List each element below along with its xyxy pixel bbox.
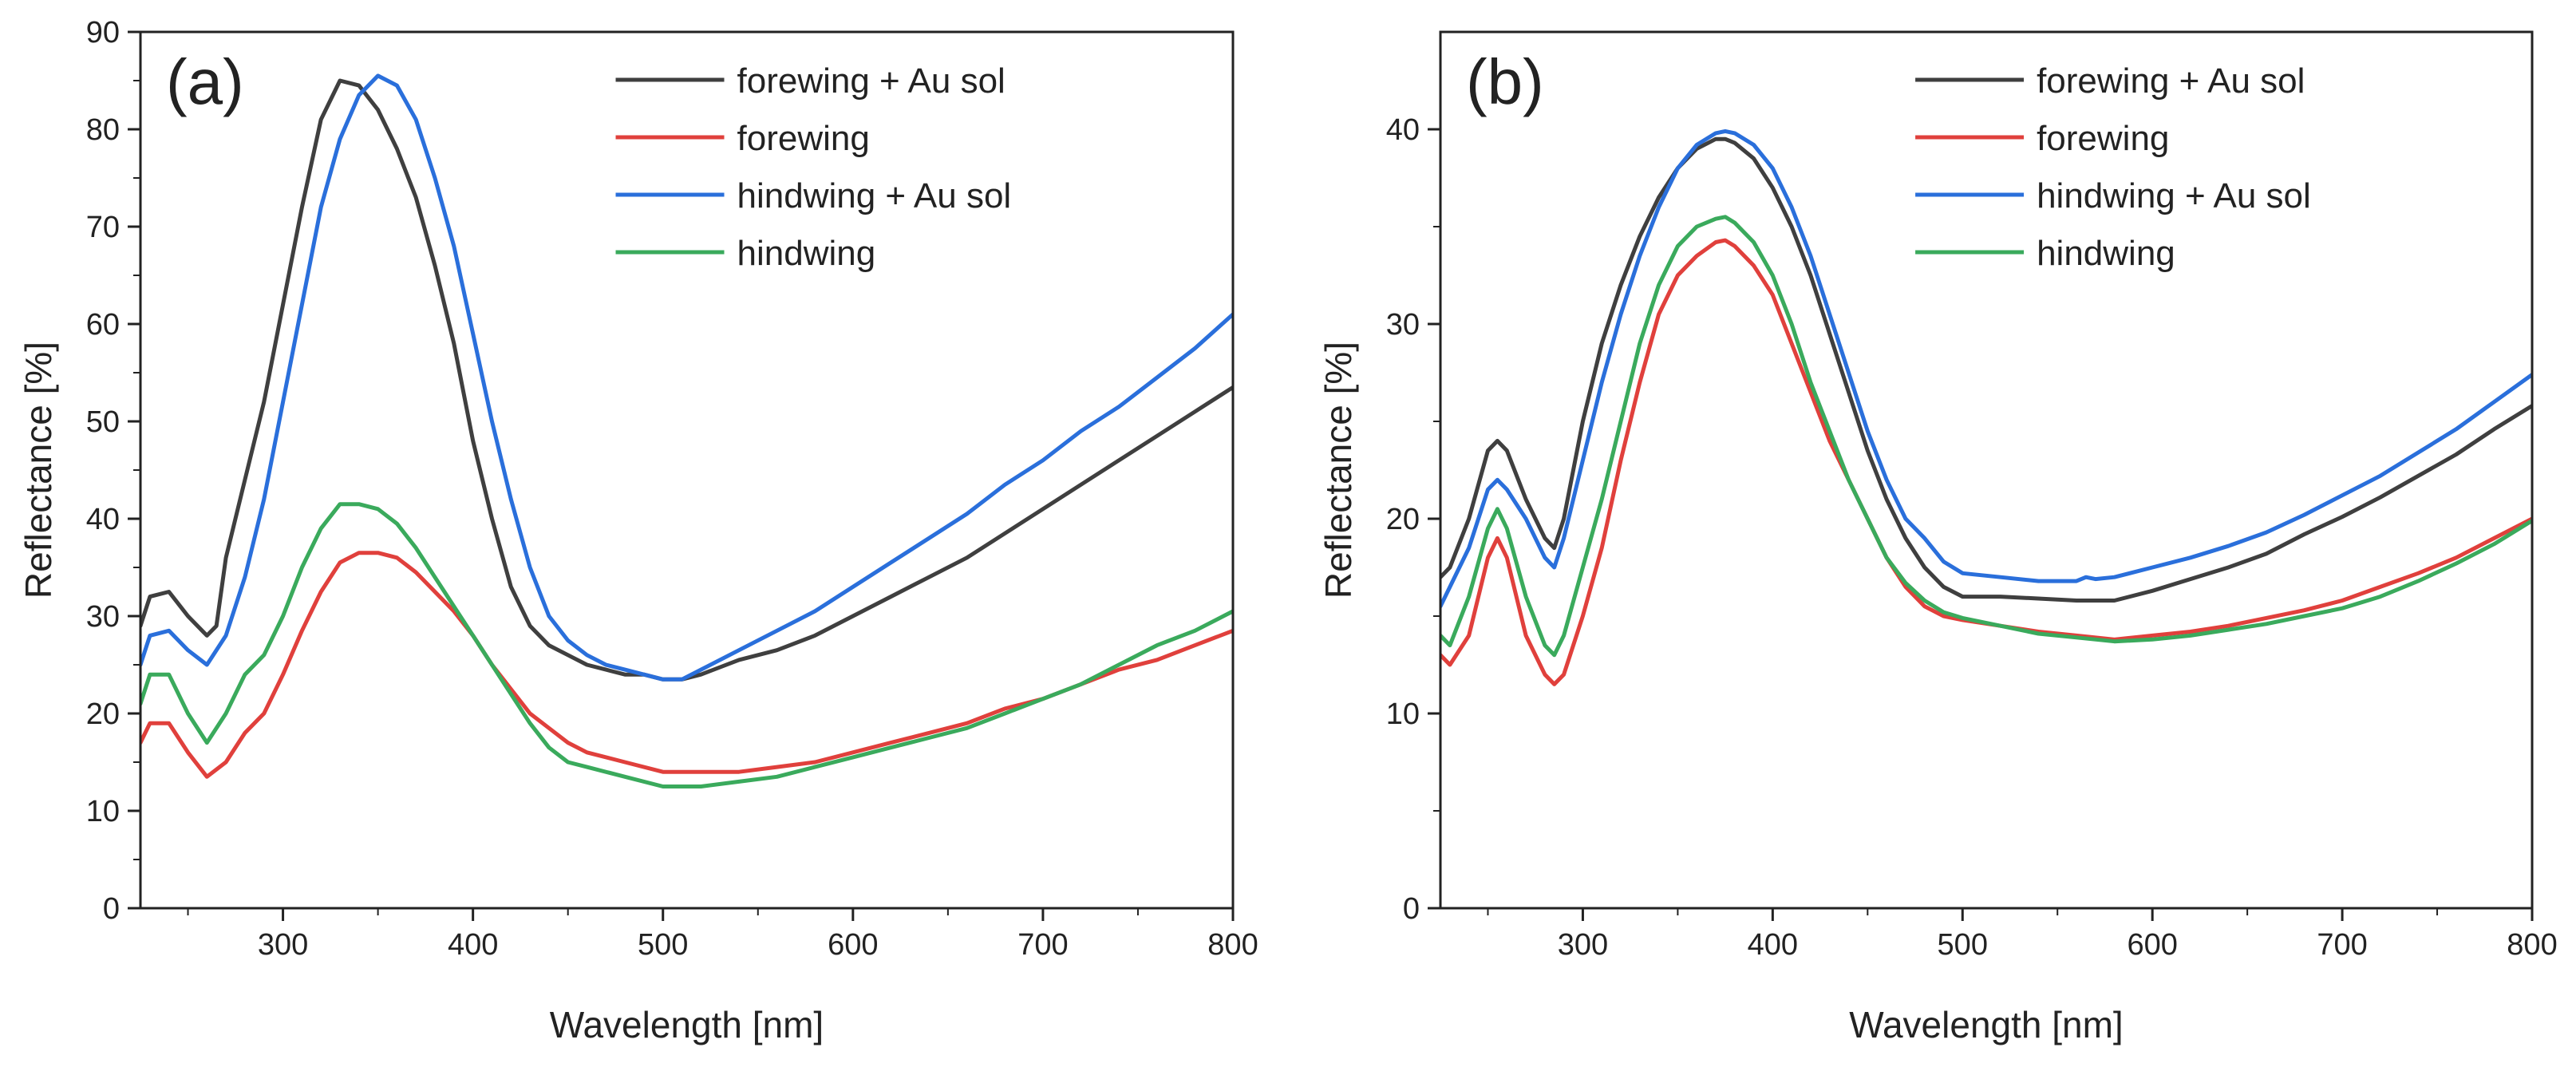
legend-label: forewing + Au sol bbox=[737, 61, 1006, 101]
y-tick-label: 40 bbox=[86, 503, 120, 536]
plot-frame bbox=[139, 30, 1235, 910]
y-tick-label: 40 bbox=[1386, 113, 1420, 147]
series-lines bbox=[140, 73, 1233, 788]
series-line-b-2 bbox=[1440, 128, 2532, 609]
legend-label: forewing bbox=[2037, 119, 2169, 158]
series-line-b-1 bbox=[1440, 238, 2532, 686]
x-tick-label: 500 bbox=[1938, 928, 1988, 962]
x-tick-label: 700 bbox=[1017, 928, 1068, 962]
y-tick-label: 0 bbox=[103, 892, 120, 926]
plot-frame bbox=[1439, 30, 2534, 910]
series-line-b-0 bbox=[1440, 136, 2532, 603]
x-tick-label: 800 bbox=[1207, 928, 1258, 962]
y-tick-label: 10 bbox=[1386, 698, 1420, 731]
y-tick-label: 20 bbox=[86, 698, 120, 731]
y-tick-label: 30 bbox=[86, 600, 120, 634]
y-tick-label: 50 bbox=[86, 405, 120, 439]
x-tick-label: 400 bbox=[448, 928, 498, 962]
x-tick-label: 400 bbox=[1748, 928, 1798, 962]
legend-label: hindwing bbox=[737, 234, 876, 273]
series-line-a-1 bbox=[140, 551, 1233, 779]
y-tick-label: 70 bbox=[86, 211, 120, 244]
legend-label: hindwing + Au sol bbox=[2037, 176, 2311, 215]
y-tick-label: 80 bbox=[86, 113, 120, 147]
panel-label: (b) bbox=[1466, 46, 1544, 117]
legend-label: forewing bbox=[737, 119, 870, 158]
series-line-a-3 bbox=[140, 502, 1233, 788]
y-tick-label: 0 bbox=[1403, 892, 1420, 926]
x-tick-label: 300 bbox=[258, 928, 308, 962]
x-tick-label: 600 bbox=[828, 928, 878, 962]
y-tick-label: 10 bbox=[86, 795, 120, 828]
y-axis-title: Reflectance [%] bbox=[18, 342, 59, 599]
x-axis-title: Wavelength [nm] bbox=[550, 1004, 824, 1045]
y-tick-label: 20 bbox=[1386, 503, 1420, 536]
y-axis-title: Reflectance [%] bbox=[1318, 342, 1359, 599]
x-axis-title: Wavelength [nm] bbox=[1849, 1004, 2123, 1045]
x-tick-label: 800 bbox=[2507, 928, 2557, 962]
chart-panel-b: 300 400 500 600 700 800 0 10 20 30 40 Wavelength [n… bbox=[1318, 30, 2558, 1045]
x-tick-label: 300 bbox=[1558, 928, 1608, 962]
panel-label: (a) bbox=[166, 46, 244, 117]
x-tick-label: 600 bbox=[2127, 928, 2177, 962]
x-tick-label: 500 bbox=[638, 928, 688, 962]
series-lines bbox=[1440, 128, 2532, 686]
legend-label: hindwing + Au sol bbox=[737, 176, 1012, 215]
legend-label: hindwing bbox=[2037, 234, 2175, 273]
series-line-a-0 bbox=[140, 78, 1233, 682]
y-tick-label: 30 bbox=[1386, 308, 1420, 342]
x-tick-label: 700 bbox=[2317, 928, 2367, 962]
legend-label: forewing + Au sol bbox=[2037, 61, 2305, 101]
y-tick-label: 90 bbox=[86, 16, 120, 49]
series-line-b-3 bbox=[1440, 215, 2532, 658]
y-tick-label: 60 bbox=[86, 308, 120, 342]
series-line-a-2 bbox=[140, 73, 1233, 682]
chart-panel-a: 300 400 500 600 700 800 0 10 20 30 40 50 60 70 80 90 Wav… bbox=[18, 16, 1258, 1045]
